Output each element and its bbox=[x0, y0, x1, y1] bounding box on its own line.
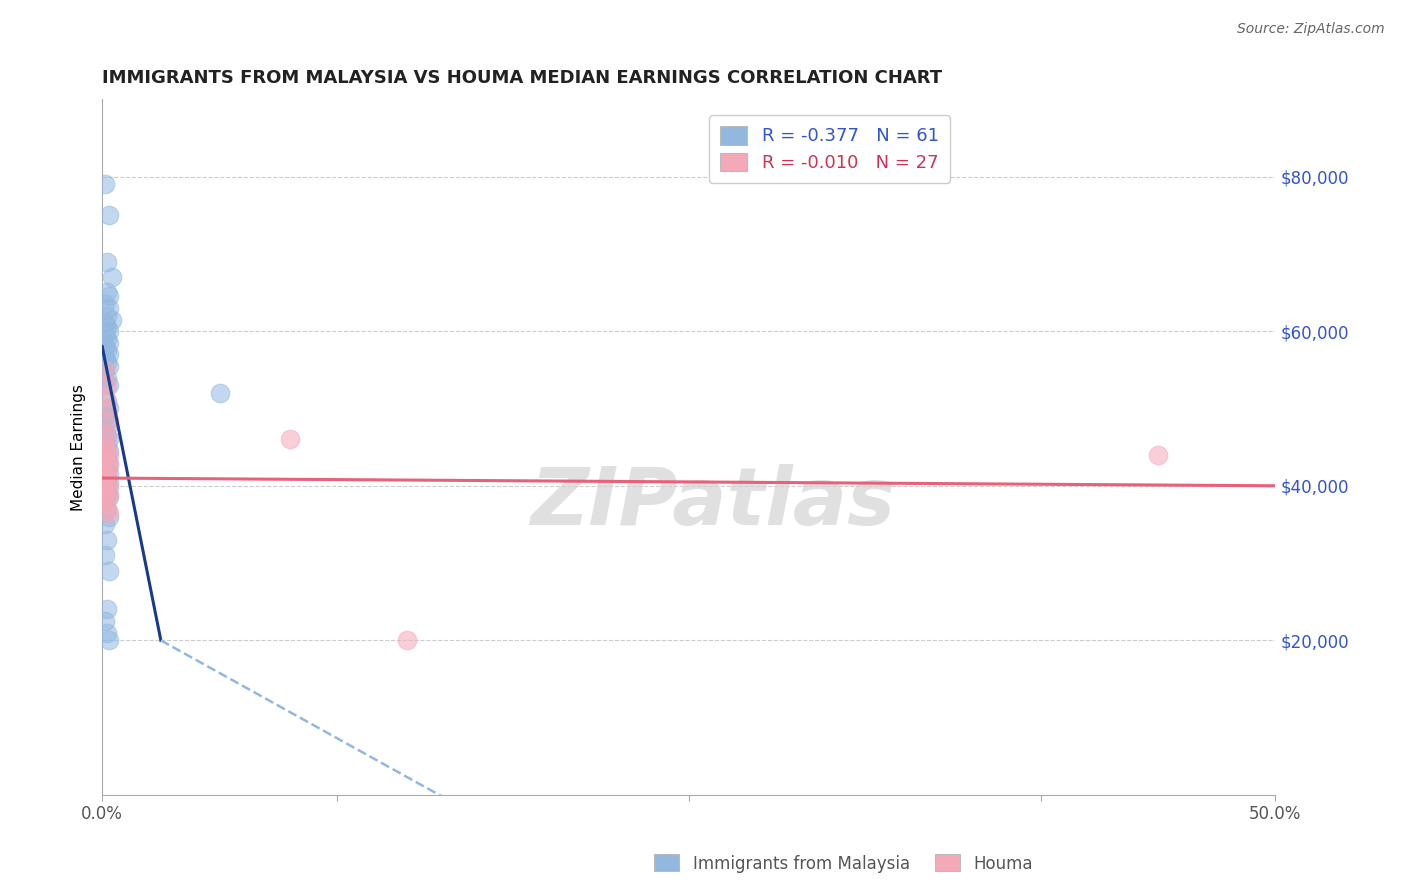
Point bbox=[100, 312, 122, 326]
Point bbox=[96, 451, 118, 466]
Point bbox=[98, 456, 121, 470]
Point bbox=[93, 328, 115, 343]
Point bbox=[96, 285, 118, 300]
Text: Source: ZipAtlas.com: Source: ZipAtlas.com bbox=[1237, 22, 1385, 37]
Point bbox=[278, 433, 301, 447]
Point bbox=[96, 343, 118, 358]
Point bbox=[98, 347, 121, 361]
Point bbox=[96, 475, 118, 489]
Point bbox=[98, 564, 121, 578]
Point bbox=[96, 309, 118, 323]
Point bbox=[96, 444, 118, 458]
Point bbox=[396, 633, 419, 648]
Point bbox=[93, 451, 115, 466]
Point bbox=[98, 401, 121, 416]
Point bbox=[96, 433, 118, 447]
Point bbox=[96, 491, 118, 505]
Point bbox=[93, 351, 115, 366]
Point bbox=[96, 320, 118, 334]
Point bbox=[93, 317, 115, 331]
Point bbox=[93, 448, 115, 462]
Point bbox=[93, 390, 115, 404]
Point bbox=[98, 359, 121, 373]
Point bbox=[96, 502, 118, 516]
Point bbox=[98, 335, 121, 350]
Point bbox=[96, 254, 118, 268]
Point bbox=[96, 602, 118, 616]
Point bbox=[93, 494, 115, 508]
Point bbox=[100, 270, 122, 285]
Point bbox=[93, 363, 115, 377]
Point bbox=[98, 208, 121, 222]
Point bbox=[98, 448, 121, 462]
Point bbox=[93, 375, 115, 389]
Point bbox=[93, 440, 115, 454]
Point bbox=[98, 413, 121, 427]
Point bbox=[96, 401, 118, 416]
Point bbox=[98, 417, 121, 431]
Point bbox=[96, 533, 118, 547]
Point bbox=[96, 370, 118, 384]
Point bbox=[93, 483, 115, 497]
Legend: Immigrants from Malaysia, Houma: Immigrants from Malaysia, Houma bbox=[648, 847, 1039, 880]
Point bbox=[98, 433, 121, 447]
Point bbox=[98, 633, 121, 648]
Point bbox=[93, 459, 115, 474]
Point bbox=[208, 386, 231, 401]
Point bbox=[96, 479, 118, 493]
Point bbox=[96, 393, 118, 408]
Point bbox=[98, 486, 121, 500]
Point bbox=[96, 428, 118, 442]
Point bbox=[98, 506, 121, 520]
Point bbox=[93, 614, 115, 628]
Point bbox=[96, 378, 118, 392]
Point bbox=[93, 471, 115, 485]
Point bbox=[98, 479, 121, 493]
Point bbox=[98, 509, 121, 524]
Point bbox=[96, 502, 118, 516]
Point bbox=[93, 436, 115, 450]
Point bbox=[96, 355, 118, 369]
Point bbox=[98, 301, 121, 315]
Point bbox=[98, 444, 121, 458]
Point bbox=[93, 463, 115, 477]
Point bbox=[96, 486, 118, 500]
Point bbox=[96, 467, 118, 482]
Point bbox=[96, 456, 118, 470]
Point bbox=[93, 517, 115, 532]
Point bbox=[93, 549, 115, 563]
Point bbox=[96, 332, 118, 346]
Point bbox=[93, 425, 115, 439]
Point bbox=[96, 413, 118, 427]
Point bbox=[93, 363, 115, 377]
Point bbox=[93, 425, 115, 439]
Point bbox=[98, 491, 121, 505]
Point bbox=[98, 324, 121, 338]
Point bbox=[96, 463, 118, 477]
Point bbox=[93, 409, 115, 424]
Point bbox=[93, 297, 115, 311]
Point bbox=[93, 494, 115, 508]
Point bbox=[93, 483, 115, 497]
Y-axis label: Median Earnings: Median Earnings bbox=[72, 384, 86, 510]
Point bbox=[93, 340, 115, 354]
Point bbox=[98, 459, 121, 474]
Point bbox=[98, 467, 121, 482]
Legend: R = -0.377   N = 61, R = -0.010   N = 27: R = -0.377 N = 61, R = -0.010 N = 27 bbox=[710, 115, 949, 183]
Point bbox=[1147, 448, 1170, 462]
Point bbox=[98, 289, 121, 303]
Point bbox=[98, 475, 121, 489]
Text: IMMIGRANTS FROM MALAYSIA VS HOUMA MEDIAN EARNINGS CORRELATION CHART: IMMIGRANTS FROM MALAYSIA VS HOUMA MEDIAN… bbox=[103, 69, 942, 87]
Point bbox=[93, 471, 115, 485]
Point bbox=[96, 625, 118, 640]
Point bbox=[93, 178, 115, 192]
Text: ZIPatlas: ZIPatlas bbox=[530, 464, 894, 541]
Point bbox=[96, 440, 118, 454]
Point bbox=[98, 378, 121, 392]
